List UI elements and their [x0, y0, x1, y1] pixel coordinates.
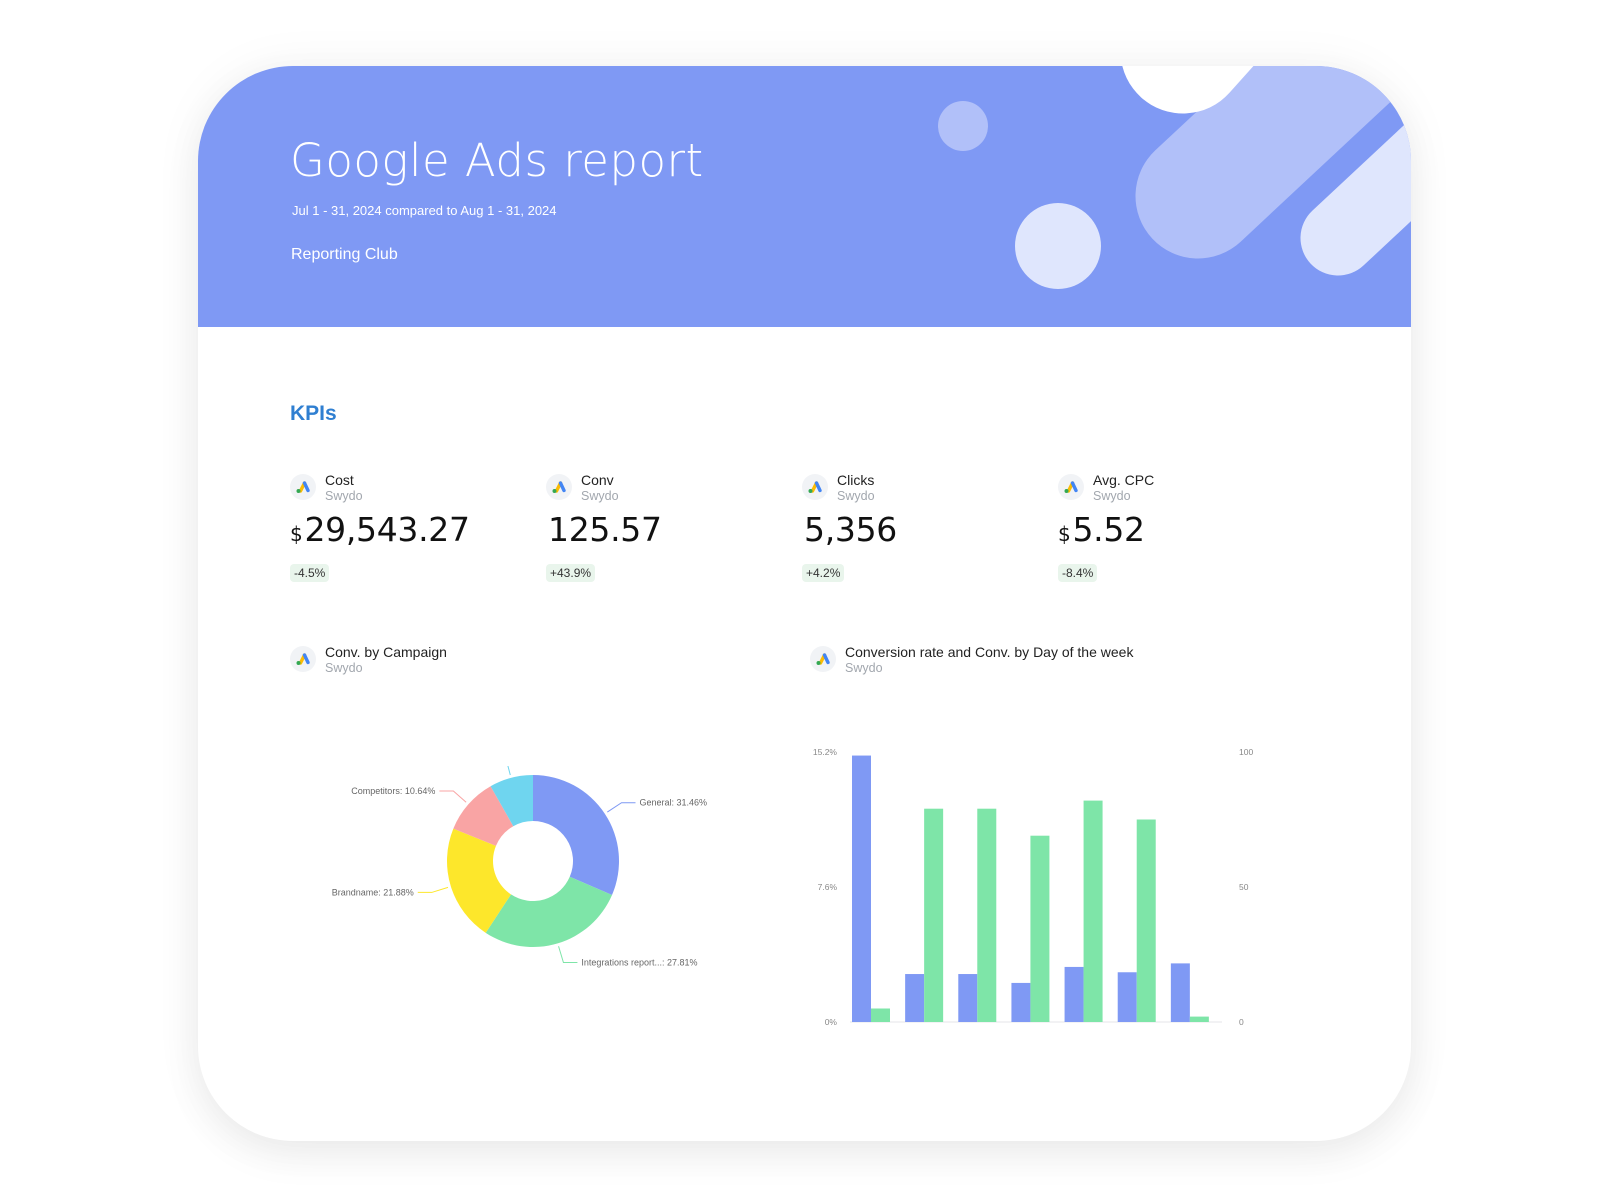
donut-leader-line [417, 886, 449, 893]
kpi-source: Swydo [1093, 489, 1131, 503]
donut-widget-header: Conv. by Campaign Swydo [290, 644, 590, 680]
bar-conversion-rate [1117, 972, 1137, 1022]
currency-symbol: $ [290, 522, 303, 546]
google-ads-icon [290, 646, 316, 672]
bar-conv [1083, 800, 1103, 1022]
kpi-clicks-value: 5,356 [802, 510, 897, 549]
donut-slice [453, 786, 514, 846]
google-ads-icon [290, 474, 316, 500]
google-ads-icon [810, 646, 836, 672]
donut-leader-line [558, 946, 578, 964]
google-ads-icon [546, 474, 572, 500]
y-right-tick-label: 50 [1239, 882, 1249, 892]
bar-chart: 15.2%7.6%0%100500Conversion rateConv. [813, 747, 1254, 1027]
kpi-clicks-change-badge: +4.2% [802, 564, 845, 582]
kpi-source: Swydo [837, 489, 875, 503]
y-right-tick-label: 100 [1239, 747, 1253, 757]
y-left-tick-label: 7.6% [818, 882, 838, 892]
kpi-title: Cost [325, 472, 354, 488]
deco-bar-main [1135, 66, 1410, 259]
kpi-title: Avg. CPC [1093, 472, 1155, 488]
donut-data-label: General: 31.46% [640, 798, 708, 808]
donut-slice [533, 775, 619, 895]
kpi-cost-value: $29,543.27 [290, 510, 470, 549]
deco-bar-light [1300, 118, 1411, 276]
bar-conv [924, 808, 944, 1022]
kpi-value-number: 125.57 [548, 510, 662, 549]
deco-circle-large [1015, 203, 1101, 289]
donut-chart: General: 31.46% Integrations report...: 2… [332, 766, 708, 968]
kpi-source: Swydo [325, 489, 363, 503]
report-card: Google Ads report Jul 1 - 31, 2024 compa… [198, 66, 1411, 1141]
bar-conv [1136, 819, 1156, 1022]
donut-data-label: Integrations report...: 27.81% [581, 958, 697, 968]
chart-title: Conversion rate and Conv. by Day of the … [845, 644, 1134, 660]
donut-leader-line [439, 790, 467, 803]
y-left-tick-label: 0% [825, 1017, 838, 1027]
date-range: Jul 1 - 31, 2024 compared to Aug 1 - 31,… [292, 203, 557, 218]
kpis-section-title: KPIs [290, 402, 337, 425]
currency-symbol: $ [1058, 522, 1071, 546]
bar-conv [977, 808, 997, 1022]
kpi-value-number: 5,356 [804, 510, 897, 549]
donut-data-label: Brandname: 21.88% [332, 887, 414, 897]
google-ads-icon [1058, 474, 1084, 500]
donut-slice [485, 876, 613, 947]
bar-conv [1189, 1016, 1209, 1022]
header-decoration [938, 66, 1411, 289]
kpi-title: Clicks [837, 472, 875, 488]
kpi-avg-cpc-value: $5.52 [1058, 510, 1145, 549]
bar-conv [871, 1008, 890, 1022]
kpi-conv-header: Conv Swydo [546, 472, 766, 508]
bar-conversion-rate [905, 974, 925, 1022]
donut-leader-line [607, 802, 636, 813]
report-title: Google Ads report [290, 134, 704, 187]
donut-leader-line [507, 766, 511, 776]
kpi-cost-change-badge: -4.5% [290, 564, 330, 582]
google-ads-icon [802, 474, 828, 500]
bar-widget-header: Conversion rate and Conv. by Day of the … [810, 644, 1210, 680]
chart-title: Conv. by Campaign [325, 644, 447, 660]
chart-source: Swydo [325, 661, 363, 675]
deco-circle-small [938, 101, 988, 151]
donut-slice [447, 828, 511, 933]
y-right-tick-label: 0 [1239, 1017, 1244, 1027]
bar-conversion-rate [852, 755, 871, 1022]
kpi-cost-header: Cost Swydo [290, 472, 510, 508]
kpi-avg-cpc-change-badge: -8.4% [1058, 564, 1098, 582]
kpi-avg-cpc-header: Avg. CPC Swydo [1058, 472, 1278, 508]
kpi-source: Swydo [581, 489, 619, 503]
kpi-clicks-header: Clicks Swydo [802, 472, 1022, 508]
chart-source: Swydo [845, 661, 883, 675]
bar-conversion-rate [1064, 966, 1084, 1022]
bar-conversion-rate [958, 974, 978, 1022]
report-header: Google Ads report Jul 1 - 31, 2024 compa… [198, 66, 1411, 327]
kpi-title: Conv [581, 472, 614, 488]
donut-slice [490, 775, 533, 827]
bar-conv [1030, 835, 1050, 1022]
donut-data-label: Competitors: 10.64% [351, 786, 435, 796]
kpi-value-number: 29,543.27 [304, 510, 470, 549]
bar-conversion-rate [1170, 963, 1190, 1022]
client-name: Reporting Club [291, 246, 398, 263]
bar-conversion-rate [1011, 982, 1031, 1022]
kpi-value-number: 5.52 [1072, 510, 1145, 549]
y-left-tick-label: 15.2% [813, 747, 838, 757]
kpi-conv-change-badge: +43.9% [546, 564, 596, 582]
kpi-conv-value: 125.57 [546, 510, 662, 549]
